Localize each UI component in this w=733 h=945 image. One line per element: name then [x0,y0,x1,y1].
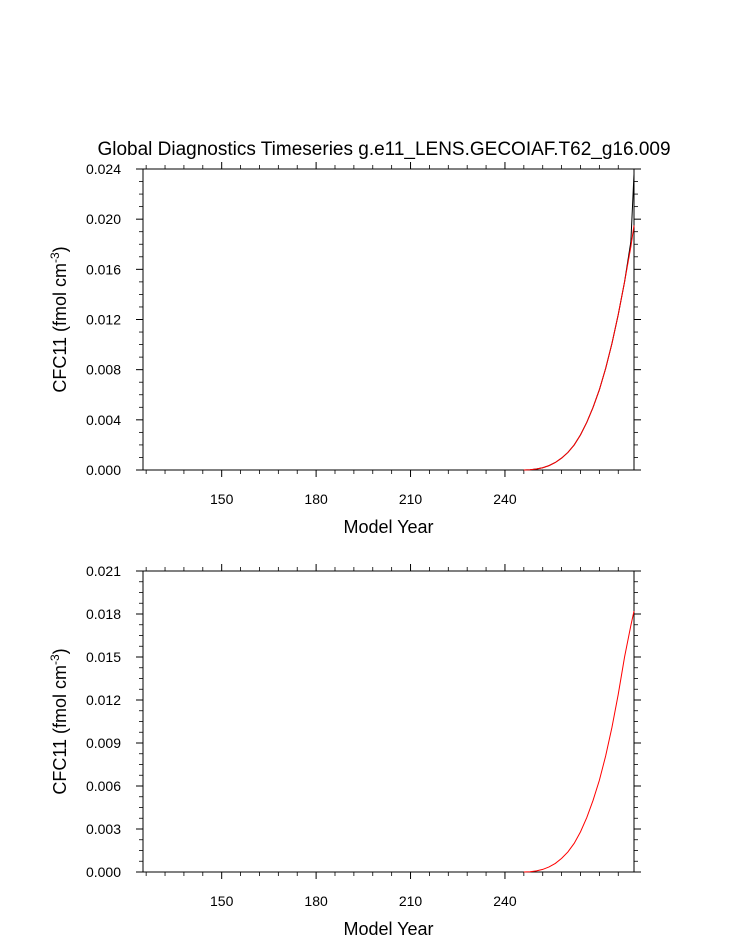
y-axis-label: CFC11 (fmol cm-3) [48,246,70,392]
x-tick-label: 180 [304,491,328,507]
bottom-panel: 150 180 210 240 0.000 0.003 0.006 0.009 0.012 0.0… [48,563,641,939]
y-tick-label: 0.008 [86,362,121,378]
y-tick-label: 0.016 [86,261,121,277]
y-tick-label: 0.000 [86,864,121,880]
plot-frame [142,168,635,471]
series-line [523,611,635,873]
y-tick-label: 0.012 [86,692,121,708]
y-tick-label: 0.021 [86,563,121,579]
y-tick-label: 0.018 [86,606,121,622]
y-tick-label: 0.020 [86,211,121,227]
y-tick-label: 0.003 [86,821,121,837]
x-tick-label: 240 [493,491,517,507]
y-tick-label: 0.006 [86,778,121,794]
x-tick-label: 150 [210,893,234,909]
y-tick-label: 0.024 [86,161,121,177]
y-tick-label: 0.015 [86,649,121,665]
x-tick-label: 150 [210,491,234,507]
x-tick-label: 240 [493,893,517,909]
x-tick-label: 210 [399,491,423,507]
x-axis-label: Model Year [343,517,433,537]
plot-frame [142,570,635,873]
x-tick-label: 210 [399,893,423,909]
y-axis-label: CFC11 (fmol cm-3) [48,648,70,794]
y-tick-label: 0.009 [86,735,121,751]
figure-title: Global Diagnostics Timeseries g.e11_LENS… [97,139,670,160]
top-panel: 150 180 210 240 0.000 0.004 0.008 0.012 0.016 0.0… [48,161,641,537]
series-line [523,173,635,471]
x-tick-label: 180 [304,893,328,909]
y-tick-label: 0.012 [86,312,121,328]
y-tick-label: 0.004 [86,412,121,428]
series-line [523,225,635,471]
x-axis-label: Model Year [343,919,433,939]
y-tick-label: 0.000 [86,462,121,478]
